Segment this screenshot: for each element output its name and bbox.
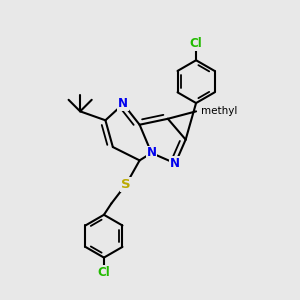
Text: N: N bbox=[118, 98, 128, 110]
Text: Cl: Cl bbox=[98, 266, 110, 279]
Text: N: N bbox=[146, 146, 157, 160]
Text: N: N bbox=[118, 98, 128, 110]
Text: methyl: methyl bbox=[201, 106, 238, 116]
Text: Cl: Cl bbox=[190, 37, 202, 50]
Text: Cl: Cl bbox=[190, 37, 202, 50]
Text: Cl: Cl bbox=[98, 266, 110, 279]
Text: N: N bbox=[170, 157, 180, 170]
Text: N: N bbox=[146, 146, 157, 160]
Text: N: N bbox=[170, 157, 180, 170]
Text: S: S bbox=[122, 178, 131, 191]
Text: S: S bbox=[122, 178, 131, 191]
